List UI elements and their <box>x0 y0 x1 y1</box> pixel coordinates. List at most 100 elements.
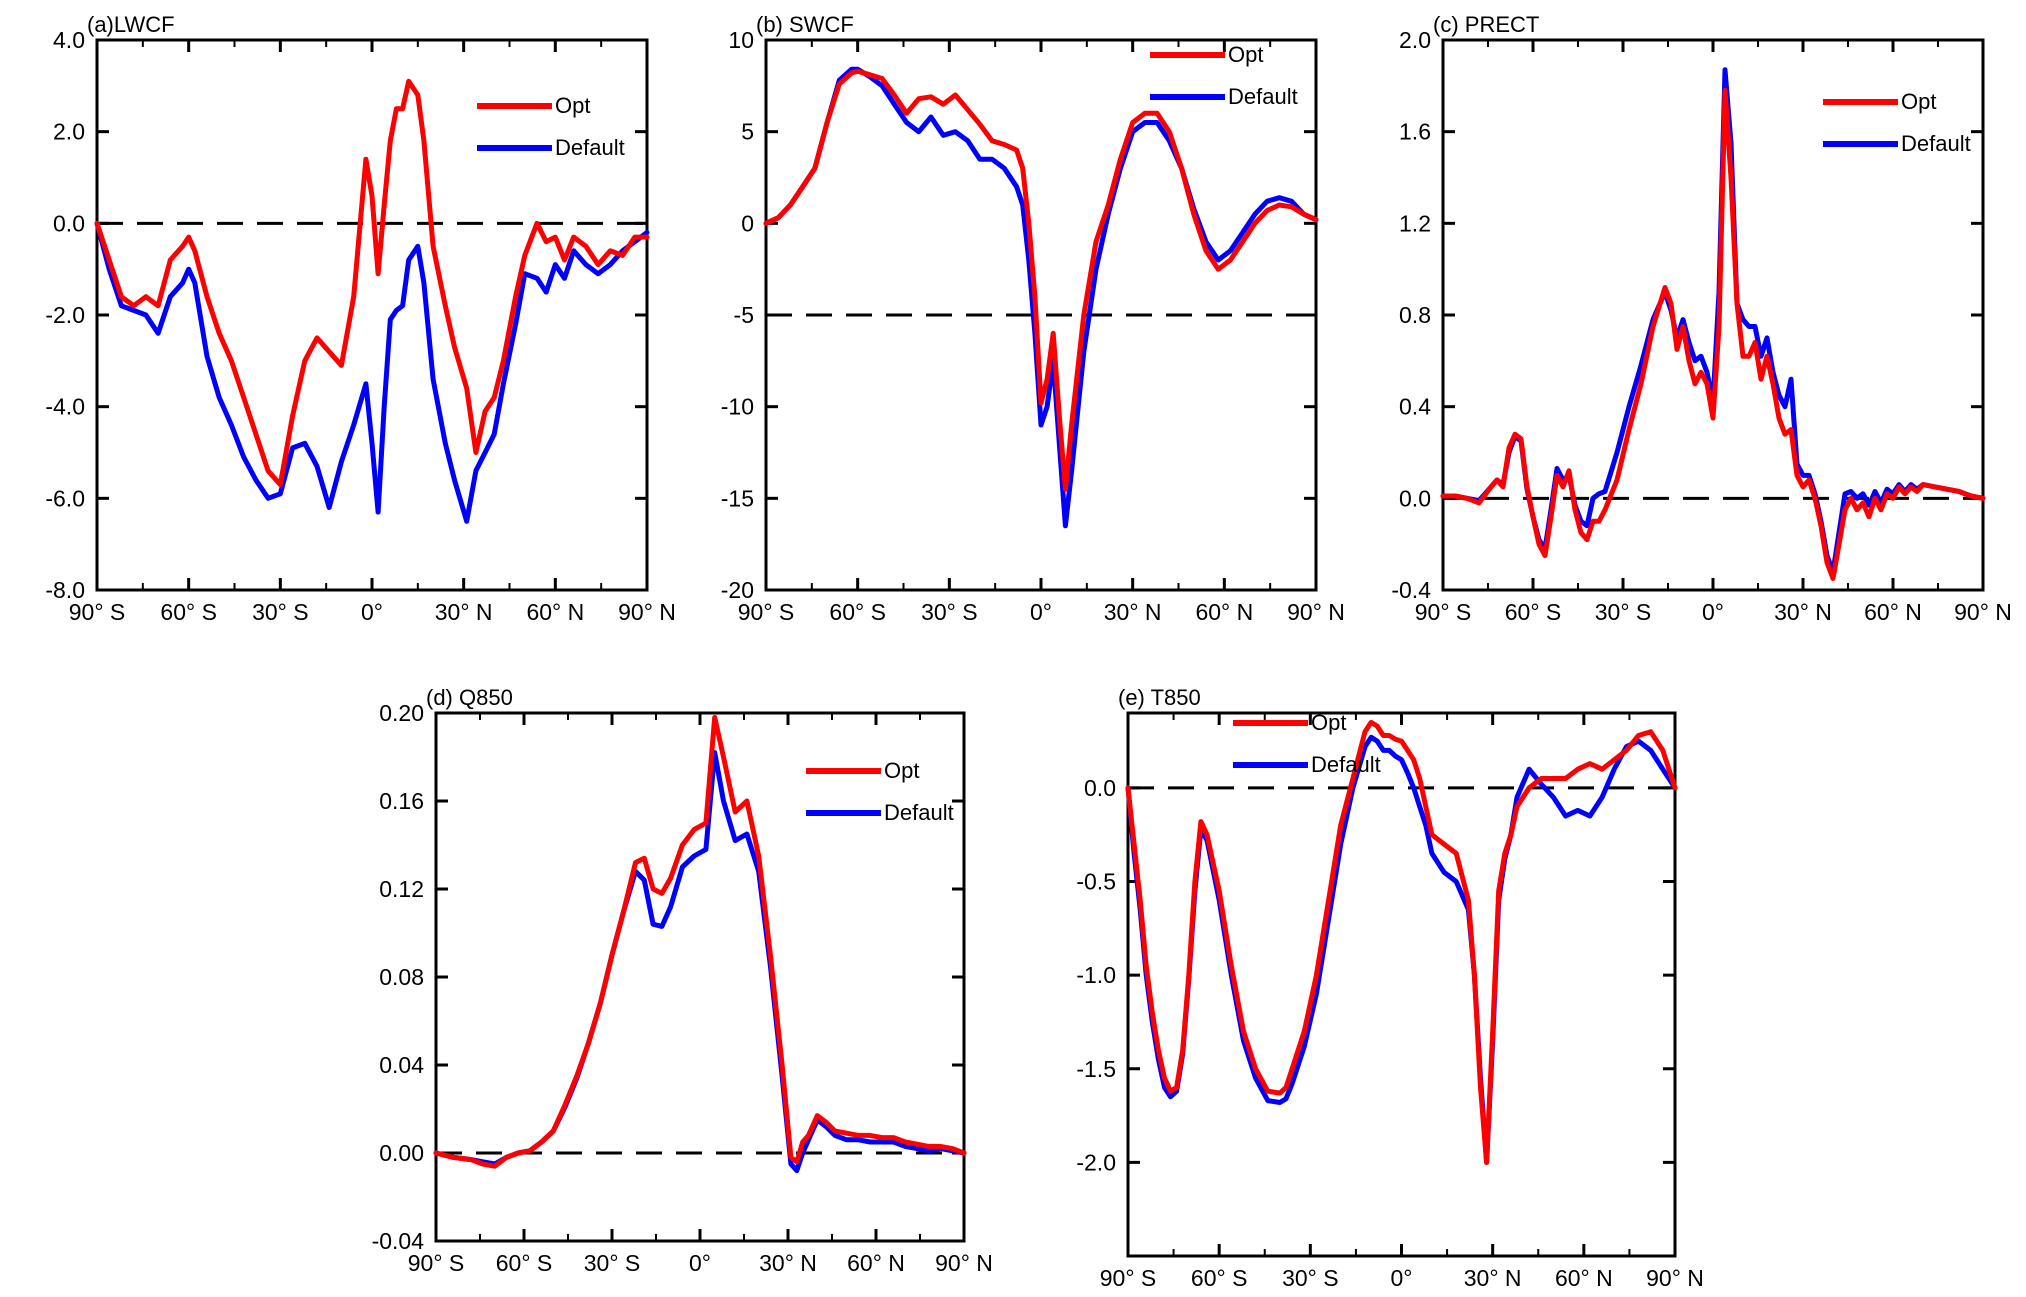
plot-frame <box>1126 711 1677 1258</box>
legend-label-default: Default <box>555 135 625 160</box>
x-tick-label: 90° N <box>1954 599 2012 625</box>
legend-label-default: Default <box>884 800 954 825</box>
legend-label-opt: Opt <box>555 93 590 118</box>
x-tick-label: 60° S <box>160 599 217 625</box>
x-tick-label: 30° N <box>435 599 493 625</box>
panel-c: (c) PRECT 90° S 60° S 30° S 0° 30° N 60° N 90° … <box>1391 12 2012 625</box>
panel-title: (d) Q850 <box>426 685 513 710</box>
legend-label-default: Default <box>1311 752 1381 777</box>
y-tick-label: 0.16 <box>379 788 424 814</box>
x-tick-label: 90° N <box>1646 1265 1704 1291</box>
x-tick-label: 30° S <box>252 599 309 625</box>
y-tick-label: -20 <box>721 577 754 603</box>
panel-title: (a)LWCF <box>87 12 175 37</box>
y-tick-label: -1.0 <box>1076 962 1116 988</box>
x-tick-label: 90° N <box>1287 599 1345 625</box>
x-tick-label: 60° S <box>829 599 886 625</box>
x-tick-label: 60° N <box>1555 1265 1613 1291</box>
y-tick-label: 4.0 <box>53 27 85 53</box>
y-tick-label: 0.0 <box>1084 775 1116 801</box>
plot-frame <box>1441 38 1985 592</box>
y-tick-label: -15 <box>721 485 754 511</box>
x-tick-label: 60° N <box>847 1250 905 1276</box>
x-tick-label: 30° N <box>759 1250 817 1276</box>
x-tick-label: 60° N <box>1864 599 1922 625</box>
panel-d: (d) Q850 90° S 60° S 30° S 0° 30° N 60° N 90° N… <box>372 685 993 1276</box>
plot-frame <box>95 38 649 592</box>
series-line-opt <box>763 68 1319 492</box>
y-tick-label: 5 <box>741 119 754 145</box>
y-tick-label: -0.5 <box>1076 869 1116 895</box>
x-tick-label: 30° S <box>1595 599 1652 625</box>
x-tick-label: 0° <box>689 1250 711 1276</box>
y-tick-label: -2.0 <box>45 302 85 328</box>
x-tick-label: 30° N <box>1464 1265 1522 1291</box>
legend-label-opt: Opt <box>1311 710 1346 735</box>
x-tick-label: 60° S <box>496 1250 553 1276</box>
y-tick-label: -6.0 <box>45 485 85 511</box>
panel-title: (c) PRECT <box>1433 12 1539 37</box>
x-tick-label: 0° <box>361 599 383 625</box>
x-tick-label: 0° <box>1391 1265 1413 1291</box>
y-tick-label: 1.2 <box>1399 210 1431 236</box>
series-line-default <box>1125 734 1678 1165</box>
y-tick-label: 0.0 <box>1399 485 1431 511</box>
x-tick-label: 30° S <box>584 1250 641 1276</box>
y-tick-label: -4.0 <box>45 394 85 420</box>
legend-label-default: Default <box>1228 84 1298 109</box>
x-tick-label: 60° S <box>1191 1265 1248 1291</box>
series-line-opt <box>433 714 967 1169</box>
x-tick-label: 90° S <box>408 1250 465 1276</box>
x-tick-label: 60° N <box>526 599 584 625</box>
y-tick-label: 0 <box>741 210 754 236</box>
series-line-opt <box>94 78 650 488</box>
x-tick-label: 90° S <box>738 599 795 625</box>
plot-frame <box>434 711 966 1243</box>
legend-label-opt: Opt <box>884 758 919 783</box>
y-tick-label: 1.6 <box>1399 119 1431 145</box>
x-tick-label: 0° <box>1030 599 1052 625</box>
series-line-default <box>1440 67 1986 575</box>
x-tick-label: 90° S <box>1100 1265 1157 1291</box>
y-tick-label: 0.00 <box>379 1140 424 1166</box>
y-tick-label: -8.0 <box>45 577 85 603</box>
x-tick-label: 0° <box>1702 599 1724 625</box>
panel-a: (a)LWCF 90° S 60° S 30° S 0° 30° N 60° N 90° N -… <box>45 12 676 625</box>
x-tick-label: 60° S <box>1505 599 1562 625</box>
x-tick-label: 90° S <box>1415 599 1472 625</box>
legend-label-opt: Opt <box>1901 89 1936 114</box>
x-tick-label: 30° N <box>1104 599 1162 625</box>
y-tick-label: 0.4 <box>1399 394 1431 420</box>
y-tick-label: -0.4 <box>1391 577 1431 603</box>
x-tick-label: 30° S <box>1282 1265 1339 1291</box>
y-tick-label: -10 <box>721 394 754 420</box>
y-tick-label: 0.0 <box>53 210 85 236</box>
y-tick-label: 0.8 <box>1399 302 1431 328</box>
panel-title: (b) SWCF <box>756 12 854 37</box>
series-line-default <box>763 66 1319 529</box>
x-tick-label: 90° S <box>69 599 126 625</box>
x-tick-label: 90° N <box>618 599 676 625</box>
y-tick-label: 2.0 <box>1399 27 1431 53</box>
y-tick-label: 10 <box>728 27 754 53</box>
series-line-opt <box>1125 719 1678 1165</box>
x-tick-label: 90° N <box>935 1250 993 1276</box>
panel-title: (e) T850 <box>1118 685 1201 710</box>
y-tick-label: -2.0 <box>1076 1149 1116 1175</box>
panel-b: (b) SWCF 90° S 60° S 30° S 0° 30° N 60° N 90° N… <box>721 12 1345 625</box>
y-tick-label: 0.08 <box>379 964 424 990</box>
y-tick-label: 0.12 <box>379 876 424 902</box>
y-tick-label: -1.5 <box>1076 1056 1116 1082</box>
series-line-default <box>94 220 650 524</box>
x-tick-label: 60° N <box>1195 599 1253 625</box>
legend-label-opt: Opt <box>1228 42 1263 67</box>
y-tick-label: -0.04 <box>372 1228 425 1254</box>
y-tick-label: -5 <box>734 302 754 328</box>
legend-label-default: Default <box>1901 131 1971 156</box>
y-tick-label: 0.04 <box>379 1052 424 1078</box>
y-tick-label: 2.0 <box>53 119 85 145</box>
x-tick-label: 30° S <box>921 599 978 625</box>
x-tick-label: 30° N <box>1774 599 1832 625</box>
y-tick-label: 0.20 <box>379 700 424 726</box>
